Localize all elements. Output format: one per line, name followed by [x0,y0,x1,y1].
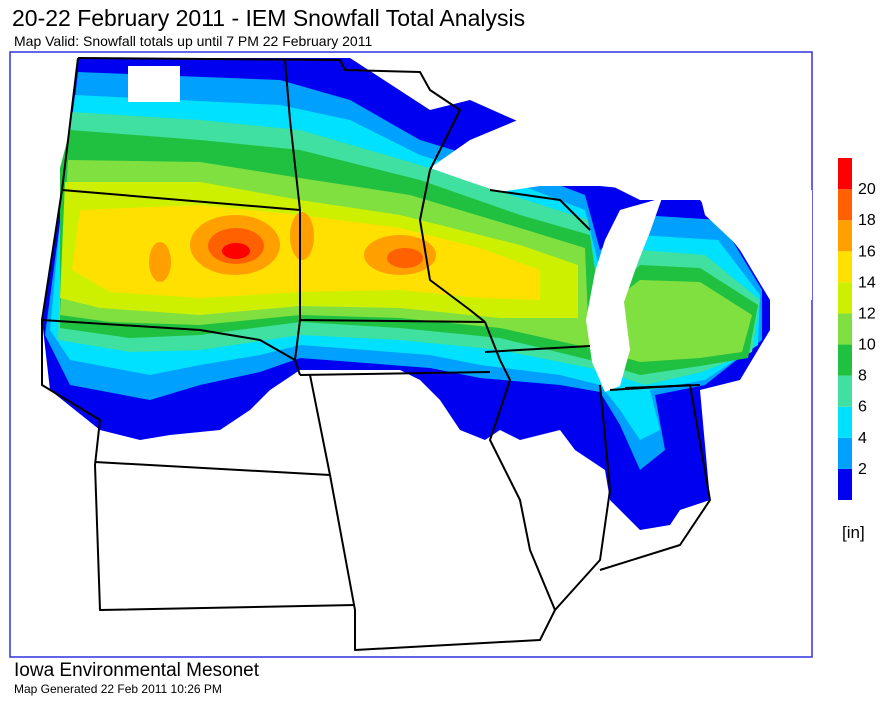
state-border [624,384,701,389]
state-border [41,57,356,611]
snow-band [149,242,171,282]
legend-label: 2 [858,461,867,478]
legend-swatch [838,189,852,221]
legend-swatch [838,437,852,469]
legend-swatch [838,375,852,407]
footer-generated: Map Generated 22 Feb 2011 10:26 PM [14,682,222,696]
lake-huron [700,190,812,300]
legend: 2 4 6 8 10 12 14 16 18 20 [in] [838,158,876,542]
state-border [419,169,486,323]
snow-band [222,243,250,259]
footer-organization: Iowa Environmental Mesonet [14,660,260,681]
map [9,51,813,658]
state-border [299,319,486,323]
legend-swatch [838,282,852,314]
legend-swatch [838,406,852,438]
legend-label: 12 [858,305,876,322]
snow-band [387,248,423,268]
legend-label: 4 [858,430,867,447]
state-border [554,384,611,611]
legend-label: 6 [858,399,867,416]
state-border [484,321,556,611]
lake-superior [430,115,660,192]
legend-swatch [838,344,852,376]
legend-swatch [838,220,852,252]
legend-swatch [838,468,852,500]
legend-swatch [838,251,852,283]
legend-swatch [838,158,852,190]
state-border [299,371,491,376]
state-border [94,461,331,476]
subtitle: Map Valid: Snowfall totals up until 7 PM… [14,33,372,49]
state-border [41,319,296,361]
no-data [128,66,180,102]
lake-michigan [586,198,662,392]
state-border [77,57,461,171]
state-border [489,189,591,231]
legend-label: 8 [858,368,867,385]
state-border [61,189,301,211]
state-border [484,345,591,353]
title: 20-22 February 2011 - IEM Snowfall Total… [12,5,525,31]
state-border [284,59,301,376]
legend-swatch [838,313,852,345]
legend-label: 18 [858,212,876,229]
legend-label: 16 [858,243,876,260]
state-border [309,374,556,651]
legend-label: 20 [858,181,876,198]
legend-unit: [in] [842,523,865,542]
snow-band [290,212,314,260]
legend-label: 14 [858,274,876,291]
legend-label: 10 [858,337,876,354]
